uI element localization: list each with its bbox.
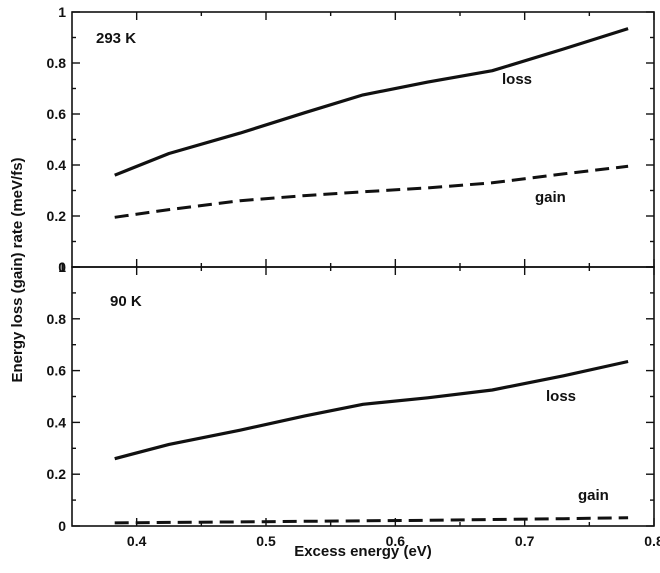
panel-0-series-gain-line	[114, 164, 629, 219]
top-gain-label: gain	[535, 189, 566, 206]
panel-0-ytick-label-4: 0.8	[47, 55, 67, 71]
panel-1-ytick-label-1: 0.2	[47, 466, 67, 482]
panel-1-ytick-label-2: 0.4	[47, 414, 67, 430]
xtick-label-2: 0.6	[386, 533, 406, 549]
panel-0-series-loss-line	[114, 27, 629, 177]
panel-1-series-gain-line	[114, 516, 629, 525]
bottom-panel-label: 90 K	[110, 293, 142, 310]
xtick-label-0: 0.4	[127, 533, 147, 549]
panel-1-ytick-label-5: 1	[58, 259, 66, 275]
panel-1-ytick-label-4: 0.8	[47, 311, 67, 327]
xtick-label-1: 0.5	[256, 533, 276, 549]
panel-0-ytick-label-5: 1	[58, 4, 66, 20]
panel-0-ytick-label-0: 0	[58, 259, 66, 275]
panel-0-ytick-label-3: 0.6	[47, 106, 67, 122]
xtick-label-4: 0.8	[644, 533, 660, 549]
bottom-loss-label: loss	[546, 388, 576, 405]
panel-0-ytick-label-2: 0.4	[47, 157, 67, 173]
ticks-layer	[72, 11, 655, 527]
bottom-gain-label: gain	[578, 487, 609, 504]
top-panel-frame	[71, 11, 655, 268]
top-panel-label: 293 K	[96, 30, 136, 47]
x-axis-title: Excess energy (eV)	[294, 543, 432, 560]
panel-1-series-loss-line	[114, 359, 629, 461]
series-layer	[114, 27, 629, 525]
panel-1-ytick-label-0: 0	[58, 518, 66, 534]
top-loss-label: loss	[502, 71, 532, 88]
panel-1-ytick-label-3: 0.6	[47, 363, 67, 379]
xtick-label-3: 0.7	[515, 533, 535, 549]
panel-0-ytick-label-1: 0.2	[47, 208, 67, 224]
y-axis-title: Energy loss (gain) rate (meV/fs)	[9, 157, 26, 382]
